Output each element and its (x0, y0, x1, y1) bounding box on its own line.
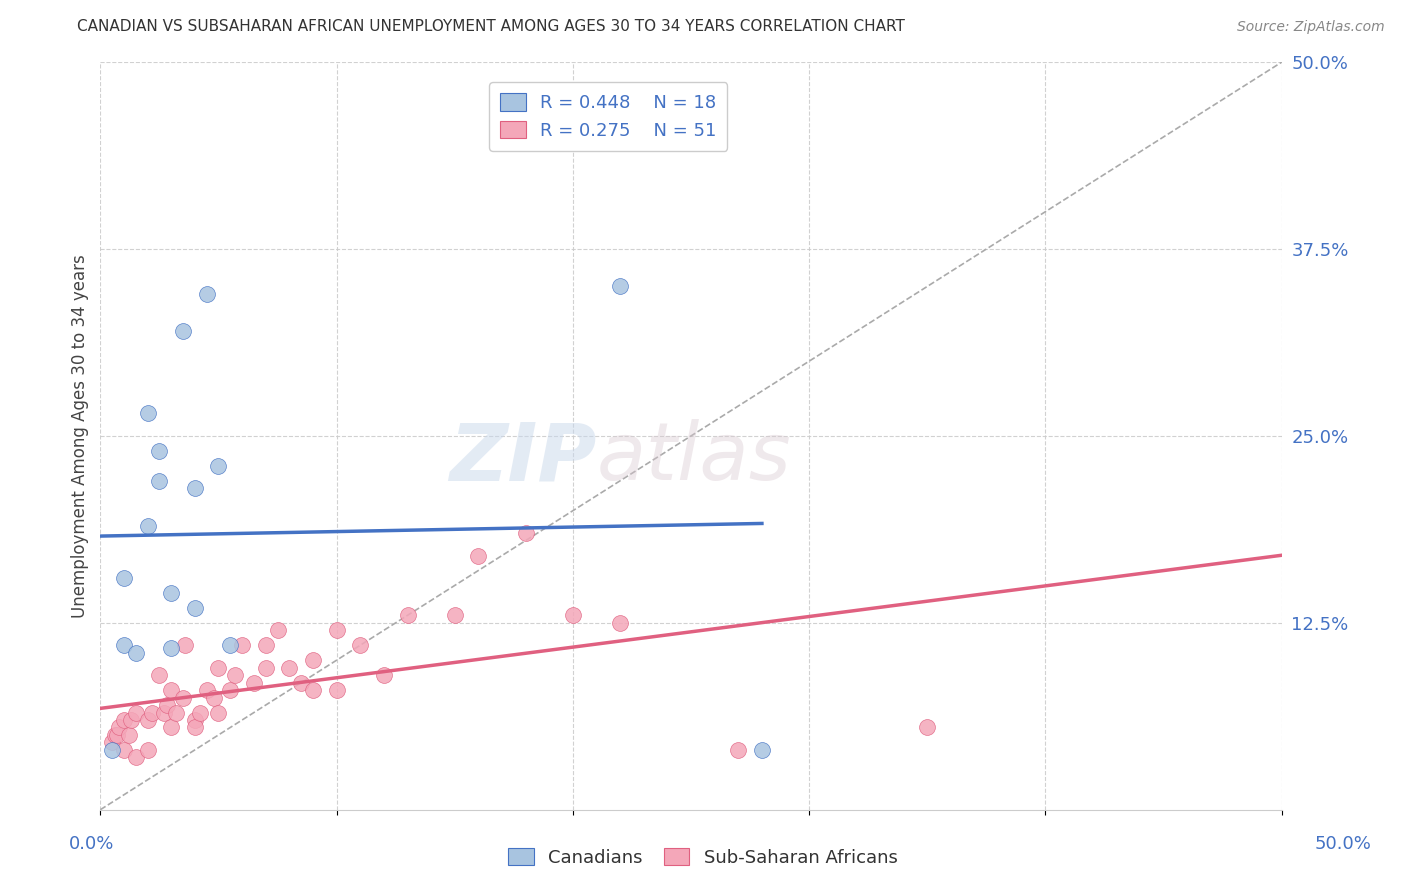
Point (165, 706, 187, 720)
Point (609, 279, 631, 293)
Point (105, 728, 128, 742)
Point (609, 615, 631, 630)
Point (219, 683, 242, 698)
Point (396, 608, 419, 623)
Point (174, 638, 197, 652)
Point (125, 750, 148, 764)
Point (148, 443, 170, 458)
Text: 0.0%: 0.0% (69, 835, 114, 853)
Point (120, 713, 142, 727)
Point (302, 683, 325, 698)
Point (254, 638, 277, 652)
Point (184, 600, 207, 615)
Text: atlas: atlas (596, 419, 792, 498)
Point (148, 474, 170, 488)
Point (184, 713, 207, 727)
Point (207, 661, 229, 675)
Point (254, 661, 277, 675)
Point (515, 526, 537, 541)
Point (325, 683, 347, 698)
Point (160, 586, 183, 600)
Point (160, 721, 183, 735)
Point (108, 721, 131, 735)
Point (112, 743, 135, 757)
Legend: R = 0.448    N = 18, R = 0.275    N = 51: R = 0.448 N = 18, R = 0.275 N = 51 (489, 82, 727, 151)
Point (136, 743, 159, 757)
Point (118, 728, 141, 742)
Point (278, 661, 301, 675)
Point (266, 624, 288, 638)
Legend: Canadians, Sub-Saharan Africans: Canadians, Sub-Saharan Africans (501, 841, 905, 874)
Point (917, 721, 939, 735)
Text: ZIP: ZIP (449, 419, 596, 498)
Text: Source: ZipAtlas.com: Source: ZipAtlas.com (1237, 21, 1385, 34)
Point (101, 735, 124, 749)
Point (751, 743, 773, 757)
Point (231, 638, 253, 652)
Point (727, 743, 749, 757)
Point (467, 549, 489, 563)
Point (224, 668, 246, 682)
Point (136, 518, 159, 533)
Point (325, 624, 347, 638)
Point (160, 641, 183, 656)
Point (125, 646, 148, 660)
Point (148, 668, 170, 682)
Point (160, 683, 183, 698)
Point (195, 286, 218, 301)
Point (172, 690, 194, 705)
Point (443, 608, 465, 623)
Point (141, 706, 163, 720)
Point (136, 713, 159, 727)
Point (112, 638, 135, 652)
Point (202, 690, 225, 705)
Point (349, 638, 371, 652)
Point (219, 638, 242, 652)
Point (155, 698, 177, 712)
Text: 50.0%: 50.0% (1315, 835, 1371, 853)
Point (184, 481, 207, 495)
Point (207, 706, 229, 720)
Point (207, 458, 229, 473)
Point (195, 683, 218, 698)
Point (184, 721, 207, 735)
Point (136, 407, 159, 421)
Point (290, 675, 312, 690)
Point (188, 706, 211, 720)
Point (243, 675, 266, 690)
Point (302, 653, 325, 667)
Point (112, 713, 135, 727)
Y-axis label: Unemployment Among Ages 30 to 34 years: Unemployment Among Ages 30 to 34 years (72, 254, 89, 618)
Point (112, 571, 135, 585)
Point (101, 743, 124, 757)
Point (373, 668, 395, 682)
Text: CANADIAN VS SUBSAHARAN AFRICAN UNEMPLOYMENT AMONG AGES 30 TO 34 YEARS CORRELATIO: CANADIAN VS SUBSAHARAN AFRICAN UNEMPLOYM… (77, 20, 905, 34)
Point (103, 728, 125, 742)
Point (172, 324, 194, 338)
Point (153, 706, 176, 720)
Point (561, 608, 583, 623)
Point (125, 706, 148, 720)
